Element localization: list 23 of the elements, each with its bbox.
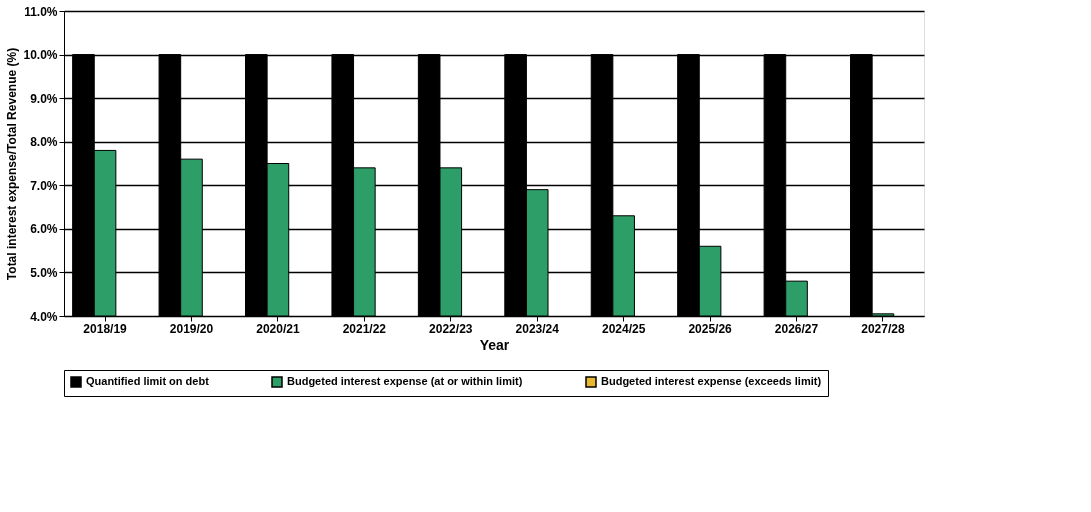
legend-label: Quantified limit on debt [86,375,210,387]
y-tick-label: 6.0% [30,222,58,237]
x-tick-label: 2026/27 [774,321,819,336]
y-tick-label: 4.0% [30,309,58,324]
x-tick-label: 2023/24 [515,321,560,336]
y-tick-label: 5.0% [30,265,58,280]
x-tick-label: 2027/28 [861,321,905,336]
x-tick-label: 2024/25 [601,321,646,336]
x-tick-label: 2019/20 [169,321,214,336]
x-tick-label: 2021/22 [342,321,387,336]
y-tick-label: 7.0% [30,178,58,193]
y-axis-title: Total interest expense/Total Revenue (%) [5,47,20,281]
y-tick-label: 10.0% [23,48,58,63]
y-tick-label: 11.0% [24,4,58,19]
x-axis-title: Year [479,336,510,353]
y-tick-label: 9.0% [30,91,58,106]
y-tick-label: 8.0% [30,135,58,150]
legend-label: Budgeted interest expense (at or within limit) [287,375,523,387]
legend-label: Budgeted interest expense (exceeds limit) [601,375,822,387]
x-tick-label: 2025/26 [688,321,733,336]
x-tick-label: 2020/21 [256,321,300,336]
x-tick-label: 2018/19 [83,321,128,336]
x-tick-label: 2022/23 [429,321,473,336]
